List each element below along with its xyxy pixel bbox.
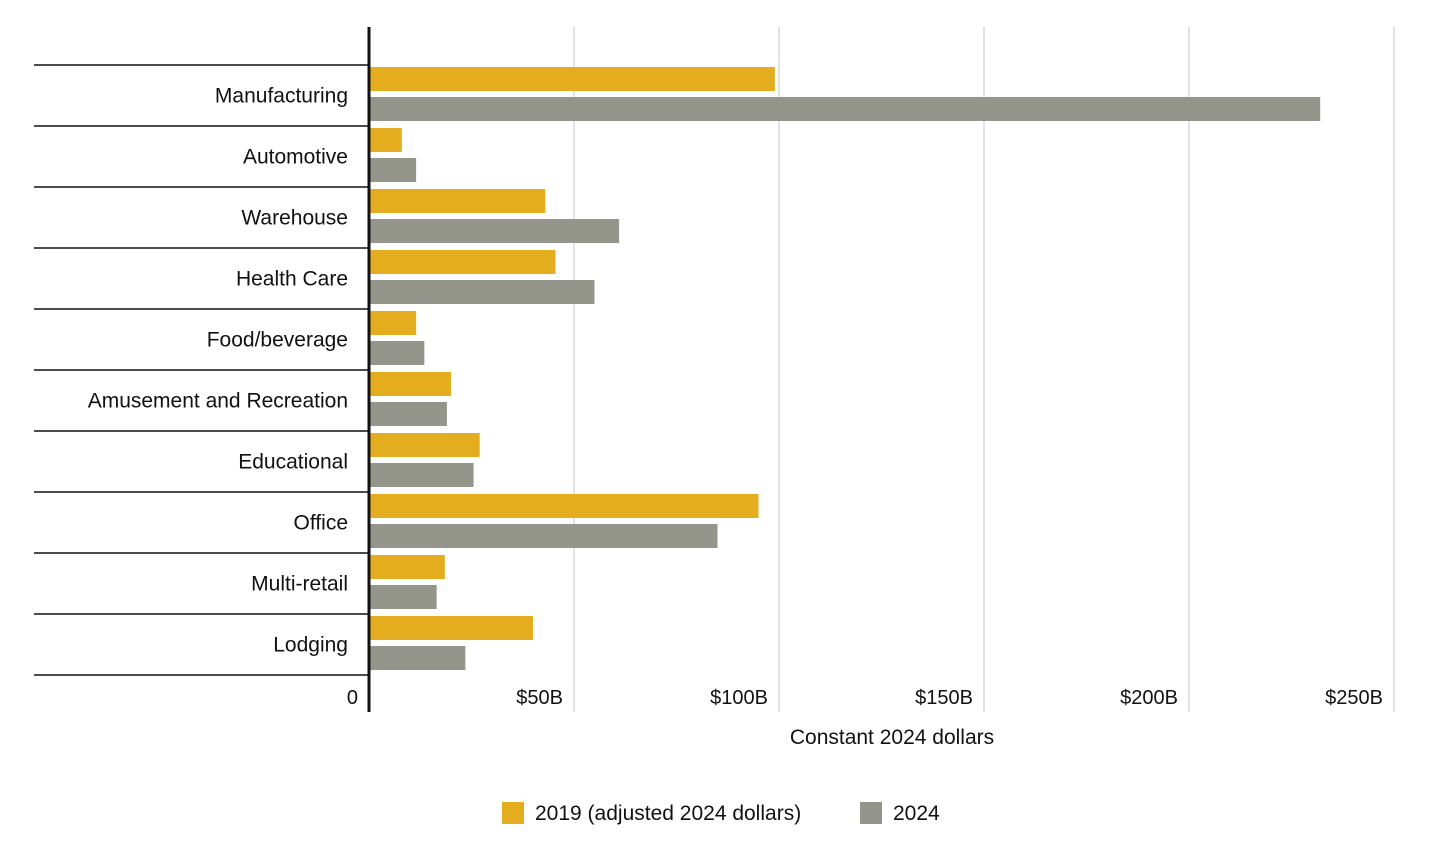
legend: 2019 (adjusted 2024 dollars) 2024 <box>502 802 940 825</box>
category-label: Multi-retail <box>251 573 348 596</box>
bar-2024 <box>369 646 466 670</box>
bar-2024 <box>369 280 595 304</box>
bar-2024 <box>369 158 417 182</box>
category-label: Food/beverage <box>207 329 348 352</box>
bar-2019 <box>369 433 480 457</box>
x-tick-label: $150B <box>915 687 973 709</box>
category-label: Amusement and Recreation <box>88 390 348 413</box>
legend-label: 2019 (adjusted 2024 dollars) <box>535 802 801 825</box>
x-tick-label: $50B <box>516 687 563 709</box>
bar-2019 <box>369 311 417 335</box>
gridlines <box>573 27 1395 712</box>
x-tick-label: $200B <box>1120 687 1178 709</box>
legend-swatch <box>860 802 882 824</box>
bar-2024 <box>369 524 718 548</box>
bar-2024 <box>369 219 620 243</box>
bar-2019 <box>369 128 402 152</box>
category-label: Automotive <box>243 146 348 169</box>
bar-2019 <box>369 250 556 274</box>
bar-2019 <box>369 494 759 518</box>
bar-2024 <box>369 341 425 365</box>
bar-2019 <box>369 616 533 640</box>
x-tick-label: $250B <box>1325 687 1383 709</box>
category-label: Office <box>294 512 348 535</box>
legend-label: 2024 <box>893 802 940 825</box>
category-label: Health Care <box>236 268 348 291</box>
x-axis-title: Constant 2024 dollars <box>790 726 994 749</box>
bar-2024 <box>369 97 1321 121</box>
category-label: Warehouse <box>241 207 348 230</box>
bar-2024 <box>369 585 437 609</box>
bar-2024 <box>369 402 447 426</box>
bars <box>369 67 1321 670</box>
x-tick-label: 0 <box>347 687 358 709</box>
bar-2019 <box>369 67 775 91</box>
x-tick-labels: 0 $50B $100B $150B $200B $250B <box>347 687 1383 709</box>
bar-2019 <box>369 555 445 579</box>
bar-2019 <box>369 372 451 396</box>
bar-2019 <box>369 189 546 213</box>
category-label: Manufacturing <box>215 85 348 108</box>
legend-swatch <box>502 802 524 824</box>
bar-2024 <box>369 463 474 487</box>
category-label: Lodging <box>273 634 348 657</box>
category-label: Educational <box>238 451 348 474</box>
x-tick-label: $100B <box>710 687 768 709</box>
category-rows: Manufacturing Automotive Warehouse Health C… <box>34 64 369 676</box>
